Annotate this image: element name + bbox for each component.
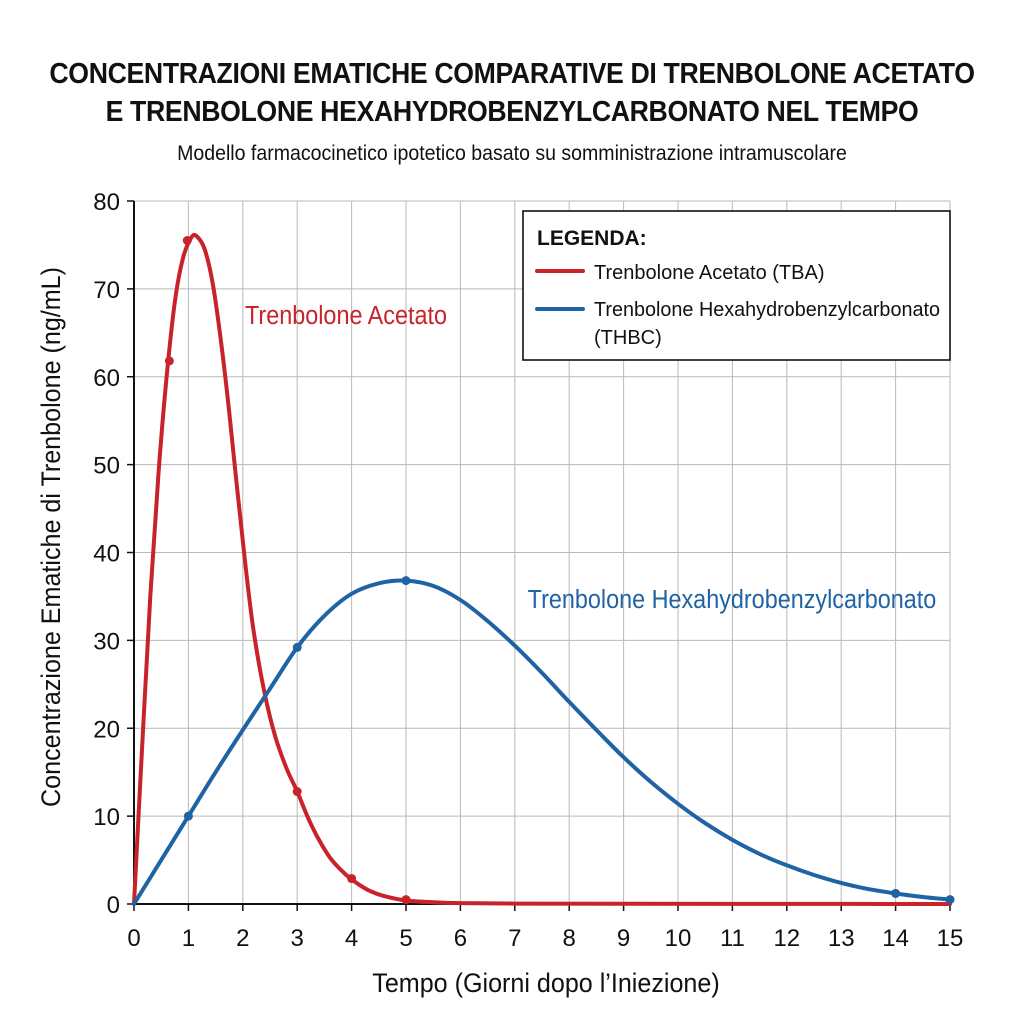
legend-label-thbc: Trenbolone Hexahydrobenzylcarbonato [594,299,940,321]
data-point-tba [182,236,192,246]
data-point-thbc [183,811,193,821]
x-tick-label: 13 [828,925,855,952]
y-tick-labels: 0 10 20 30 40 50 60 70 80 [93,189,120,919]
y-tick-label: 50 [93,453,120,480]
legend-label-tba: Trenbolone Acetato (TBA) [594,262,825,284]
y-tick-label: 0 [107,892,120,919]
x-tick-label: 0 [127,925,140,952]
y-tick-label: 70 [93,277,120,304]
legend-label-thbc-line2: (THBC) [594,327,662,349]
legend-title: LEGENDA: [537,227,647,250]
x-tick-label: 2 [236,925,249,952]
data-point-tba [401,895,411,905]
data-point-tba [292,787,302,797]
data-point-thbc [945,895,955,905]
y-tick-label: 40 [93,541,120,568]
x-tick-label: 15 [937,925,964,952]
y-tick-label: 80 [93,189,120,216]
x-tick-labels: 0 1 2 3 4 5 6 7 8 9 10 11 12 13 14 15 [127,925,963,952]
x-tick-label: 8 [563,925,576,952]
x-tick-label: 11 [720,925,745,952]
x-tick-label: 3 [291,925,304,952]
x-tick-label: 4 [345,925,358,952]
x-tick-label: 1 [182,925,195,952]
x-tick-label: 9 [617,925,630,952]
data-point-thbc [401,576,411,586]
data-point-thbc [292,642,302,652]
legend-box [522,210,951,361]
y-tick-label: 10 [93,804,120,831]
x-tick-label: 5 [399,925,412,952]
series-group [132,232,955,906]
chart-title-line1: CONCENTRAZIONI EMATICHE COMPARATIVE DI T… [49,58,975,90]
y-tick-label: 30 [93,628,120,655]
data-point-tba [164,356,174,366]
annotation-thbc: Trenbolone Hexahydrobenzylcarbonato [528,586,937,614]
data-point-thbc [891,888,901,898]
chart-title-line2: E TRENBOLONE HEXAHYDROBENZYLCARBONATO NE… [105,96,919,128]
legend: LEGENDA: Trenbolone Acetato (TBA) Trenbo… [522,210,951,361]
data-point-tba [347,874,357,884]
x-tick-label: 10 [665,925,692,952]
x-tick-label: 12 [773,925,800,952]
chart-subtitle: Modello farmacocinetico ipotetico basato… [177,142,847,165]
x-axis-label: Tempo (Giorni dopo l’Iniezione) [372,967,719,998]
y-axis-label: Concentrazione Ematiche di Trenbolone (n… [35,267,66,807]
y-tick-label: 20 [93,716,120,743]
y-tick-label: 60 [93,365,120,392]
x-tick-label: 7 [508,925,521,952]
x-tick-label: 14 [882,925,909,952]
series-line-thbc [132,578,952,906]
series-line-tba [132,232,952,906]
x-tick-label: 6 [454,925,467,952]
annotation-tba: Trenbolone Acetato [245,302,447,330]
